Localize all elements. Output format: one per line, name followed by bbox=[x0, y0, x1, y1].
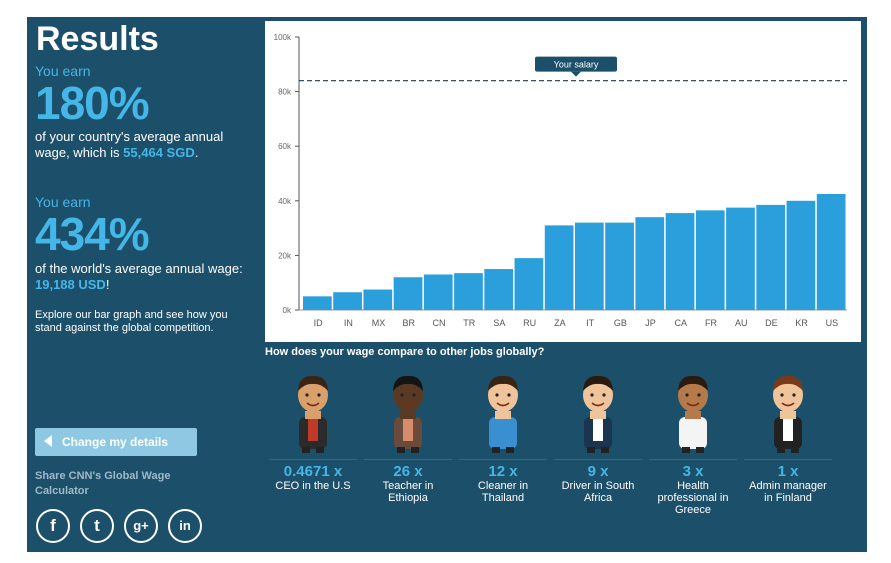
cleaner-icon bbox=[488, 375, 518, 453]
x-tick-label: SA bbox=[493, 318, 505, 328]
bar-it bbox=[575, 222, 604, 310]
job-label: Admin manager in Finland bbox=[749, 480, 827, 504]
job-card: 9 x Driver in South Africa bbox=[554, 367, 642, 504]
world-wage-description: of the world's average annual wage: bbox=[35, 261, 243, 276]
job-card: 26 x Teacher in Ethiopia bbox=[364, 367, 452, 504]
percent-world: 434% bbox=[35, 208, 150, 260]
job-card: 1 x Admin manager in Finland bbox=[744, 367, 832, 504]
arrow-left-icon bbox=[44, 435, 52, 447]
explore-text: Explore our bar graph and see how you st… bbox=[35, 309, 228, 334]
your-salary-label: Your salary bbox=[554, 60, 599, 70]
percent-country: 180% bbox=[35, 77, 150, 129]
driver-icon bbox=[583, 375, 613, 453]
y-tick-label: 60k bbox=[278, 142, 292, 151]
facebook-icon[interactable]: f bbox=[36, 509, 70, 543]
health-professional-icon bbox=[678, 375, 708, 453]
bar-kr bbox=[786, 200, 816, 310]
x-tick-label: ZA bbox=[554, 318, 566, 328]
ceo-icon bbox=[298, 375, 328, 453]
job-card: 12 x Cleaner in Thailand bbox=[459, 367, 547, 504]
x-tick-label: IN bbox=[344, 318, 353, 328]
bar-de bbox=[756, 204, 786, 310]
linkedin-icon[interactable]: in bbox=[168, 509, 202, 543]
x-tick-label: IT bbox=[586, 318, 595, 328]
earn-label-world: You earn bbox=[35, 194, 91, 210]
y-tick-label: 0k bbox=[283, 306, 292, 315]
bar-sa bbox=[484, 269, 514, 310]
x-tick-label: AU bbox=[735, 318, 748, 328]
y-tick-label: 40k bbox=[278, 197, 292, 206]
bar-fr bbox=[695, 210, 725, 310]
compare-title: How does your wage compare to other jobs… bbox=[265, 346, 545, 358]
change-details-button[interactable]: Change my details bbox=[35, 428, 197, 456]
bar-tr bbox=[454, 273, 483, 310]
bar-in bbox=[333, 292, 362, 310]
job-label: Teacher in Ethiopia bbox=[382, 480, 434, 504]
x-tick-label: FR bbox=[705, 318, 717, 328]
earn-label-country: You earn bbox=[35, 63, 91, 79]
bar-ru bbox=[514, 258, 544, 310]
x-tick-label: CN bbox=[433, 318, 446, 328]
job-multiplier: 12 x bbox=[459, 459, 547, 480]
bar-gb bbox=[605, 222, 634, 310]
job-multiplier: 9 x bbox=[554, 459, 642, 480]
bar-mx bbox=[363, 289, 393, 310]
job-multiplier: 1 x bbox=[744, 459, 832, 480]
x-tick-label: CA bbox=[675, 318, 688, 328]
admin-manager-icon bbox=[773, 375, 803, 453]
x-tick-label: KR bbox=[795, 318, 808, 328]
bar-cn bbox=[423, 274, 453, 310]
job-multiplier: 3 x bbox=[649, 459, 737, 480]
share-text: Share CNN's Global Wage Calculator bbox=[35, 470, 171, 497]
badge-pointer bbox=[571, 71, 581, 77]
job-label: Health professional in Greece bbox=[657, 480, 729, 516]
bar-id bbox=[303, 296, 332, 310]
x-tick-label: TR bbox=[463, 318, 475, 328]
job-multiplier: 0.4671 x bbox=[269, 459, 357, 480]
google-plus-icon[interactable]: g+ bbox=[124, 509, 158, 543]
bar-br bbox=[393, 277, 423, 310]
x-tick-label: BR bbox=[403, 318, 416, 328]
job-card: 3 x Health professional in Greece bbox=[649, 367, 737, 516]
chart-svg: 0k 20k 40k 60k 80k 100k ID IN MX BR CN TR SA RU ZA IT GB… bbox=[274, 33, 847, 328]
bar-au bbox=[726, 207, 755, 310]
country-wage-value: 55,464 SGD bbox=[123, 145, 195, 160]
job-label: Cleaner in Thailand bbox=[477, 480, 529, 504]
job-card: 0.4671 x CEO in the U.S bbox=[269, 367, 357, 492]
x-tick-label: DE bbox=[765, 318, 778, 328]
x-tick-label: US bbox=[826, 318, 839, 328]
x-tick-label: MX bbox=[372, 318, 386, 328]
x-tick-label: JP bbox=[645, 318, 656, 328]
world-wage-text: of the world's average annual wage: 19,1… bbox=[35, 261, 243, 292]
results-panel: Results You earn 180% of your country's … bbox=[27, 17, 867, 552]
wage-bar-chart: 0k 20k 40k 60k 80k 100k ID IN MX BR CN TR SA RU ZA IT GB… bbox=[265, 21, 861, 342]
twitter-icon[interactable]: t bbox=[80, 509, 114, 543]
y-tick-label: 100k bbox=[274, 33, 292, 42]
job-label: Driver in South Africa bbox=[561, 480, 635, 504]
y-tick-label: 80k bbox=[278, 88, 292, 97]
bar-ca bbox=[665, 213, 695, 310]
world-wage-value: 19,188 USD bbox=[35, 277, 106, 292]
your-salary-badge bbox=[535, 56, 617, 72]
y-tick-label: 20k bbox=[278, 251, 292, 260]
x-tick-label: RU bbox=[523, 318, 536, 328]
bar-us bbox=[816, 193, 846, 310]
bar-za bbox=[544, 225, 574, 310]
teacher-icon bbox=[393, 375, 423, 453]
results-title: Results bbox=[36, 20, 159, 58]
bar-jp bbox=[635, 217, 665, 310]
x-tick-label: ID bbox=[314, 318, 324, 328]
change-details-label: Change my details bbox=[62, 435, 169, 449]
x-tick-label: GB bbox=[614, 318, 627, 328]
country-wage-text: of your country's average annual wage, w… bbox=[35, 129, 224, 160]
job-label: CEO in the U.S bbox=[275, 480, 351, 492]
country-wage-description: of your country's average annual wage, w… bbox=[35, 129, 224, 160]
job-multiplier: 26 x bbox=[364, 459, 452, 480]
